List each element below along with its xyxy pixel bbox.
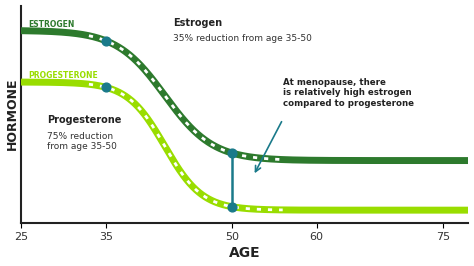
Point [228, 151, 236, 155]
Text: 75% reduction
from age 35-50: 75% reduction from age 35-50 [46, 132, 117, 151]
Y-axis label: HORMONE: HORMONE [6, 78, 18, 150]
Point [228, 205, 236, 209]
X-axis label: AGE: AGE [229, 246, 261, 260]
Text: 35% reduction from age 35-50: 35% reduction from age 35-50 [173, 35, 312, 43]
Text: PROGESTERONE: PROGESTERONE [28, 71, 98, 80]
Text: At menopause, there
is relatively high estrogen
compared to progesterone: At menopause, there is relatively high e… [283, 78, 414, 108]
Point [102, 39, 109, 43]
Text: ESTROGEN: ESTROGEN [28, 20, 74, 29]
Text: Progesterone: Progesterone [46, 115, 121, 125]
Point [102, 85, 109, 89]
Text: Estrogen: Estrogen [173, 18, 222, 28]
